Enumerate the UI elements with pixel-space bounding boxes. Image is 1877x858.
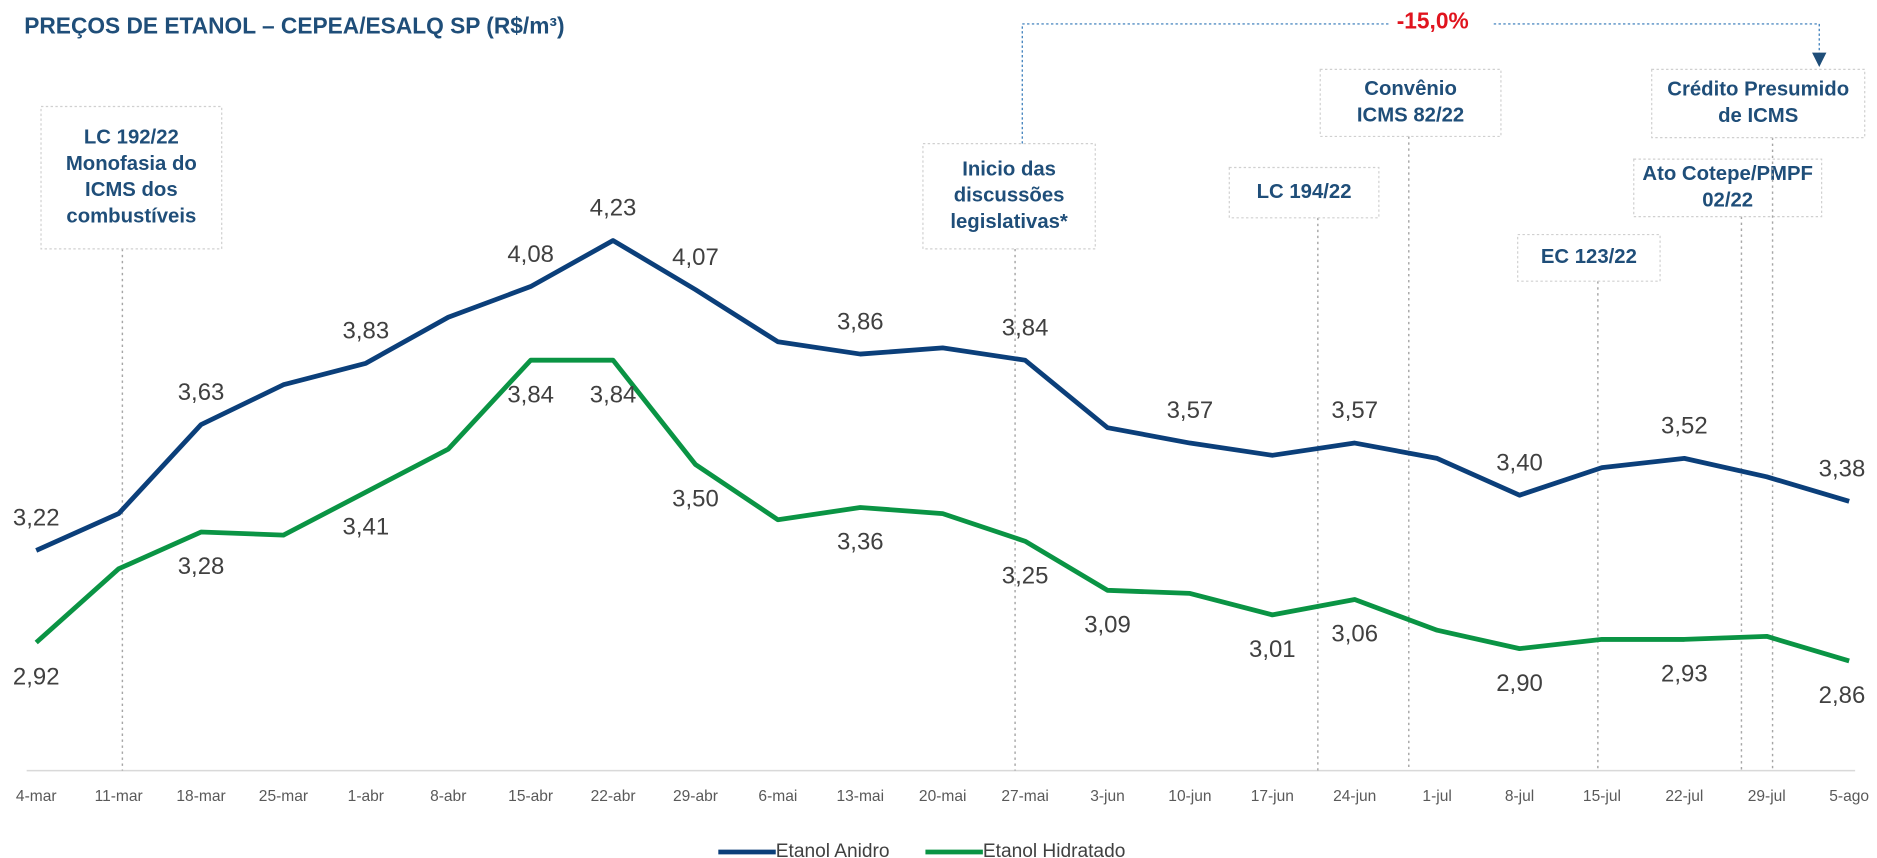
annotation-text: Convênio (1364, 78, 1457, 100)
data-label: 3,52 (1661, 413, 1708, 440)
annotation-text: combustíveis (66, 206, 196, 228)
data-label: 3,09 (1084, 612, 1131, 639)
annotation-box (1651, 68, 1866, 139)
x-tick-label: 8-jul (1505, 788, 1534, 805)
data-label: 3,84 (507, 381, 554, 408)
x-tick-label: 6-mai (758, 788, 797, 805)
annotation-text: ICMS 82/22 (1357, 104, 1464, 126)
bracket (1021, 23, 1820, 144)
data-label: 3,84 (590, 381, 637, 408)
data-label: 4,08 (507, 241, 554, 268)
x-tick-label: 11-mar (95, 788, 143, 805)
x-tick-label: 27-mai (1001, 788, 1049, 805)
annotation-text: legislativas* (950, 211, 1068, 233)
data-label: 2,90 (1496, 670, 1543, 697)
x-tick-label: 25-mar (259, 788, 308, 805)
annotation-text: de ICMS (1718, 105, 1798, 127)
annotation-text: LC 194/22 (1257, 181, 1352, 203)
data-label: 3,22 (13, 505, 60, 532)
data-label: 3,25 (1002, 562, 1049, 589)
x-tick-label: 18-mar (176, 788, 225, 805)
annotation-box (922, 143, 1096, 250)
data-label: 3,38 (1819, 456, 1866, 483)
annotation-text: Monofasia do (66, 153, 197, 175)
data-label: 4,07 (672, 244, 719, 271)
data-label: 3,06 (1331, 621, 1378, 648)
x-tick-label: 29-jul (1748, 788, 1786, 805)
x-tick-label: 13-mai (837, 788, 885, 805)
x-tick-label: 5-ago (1829, 788, 1869, 805)
data-label: 3,83 (343, 317, 390, 344)
bracket-arrow (1812, 52, 1827, 68)
legend-label: Etanol Anidro (776, 841, 890, 858)
annotation-text: Ato Cotepe/PMPF (1642, 163, 1813, 185)
annotation-box (40, 105, 223, 250)
data-label: 3,57 (1167, 397, 1214, 424)
x-tick-label: 15-abr (508, 788, 553, 805)
series-line (34, 357, 1850, 664)
annotation-text: ICMS dos (85, 179, 178, 201)
data-label: 3,86 (837, 308, 884, 335)
data-label: 3,63 (178, 379, 225, 406)
x-tick-label: 22-abr (591, 788, 636, 805)
chart-title: PREÇOS DE ETANOL – CEPEA/ESALQ SP (R$/m³… (24, 13, 564, 39)
x-tick-label: 22-jul (1665, 788, 1703, 805)
x-tick-label: 4-mar (16, 788, 57, 805)
x-tick-label: 15-jul (1583, 788, 1621, 805)
legend-label: Etanol Hidratado (983, 841, 1125, 858)
x-tick-label: 29-abr (673, 788, 718, 805)
annotation-box (1517, 233, 1661, 282)
x-tick-label: 8-abr (430, 788, 466, 805)
data-label: 3,57 (1331, 397, 1378, 424)
annotation-text: 02/22 (1702, 189, 1753, 211)
data-label: 3,40 (1496, 449, 1543, 476)
annotation-text: EC 123/22 (1541, 246, 1637, 268)
data-label: 2,92 (13, 664, 60, 691)
data-label: 2,86 (1819, 682, 1866, 709)
data-label: 3,50 (672, 486, 719, 513)
data-label: 3,28 (178, 553, 225, 580)
x-tick-label: 20-mai (919, 788, 967, 805)
x-tick-label: 1-jul (1422, 788, 1451, 805)
data-label: 2,93 (1661, 661, 1708, 688)
data-label: 4,23 (590, 195, 637, 222)
x-tick-label: 10-jun (1168, 788, 1211, 805)
x-tick-label: 17-jun (1251, 788, 1294, 805)
annotation-box (1633, 158, 1823, 218)
annotation-text: discussões (954, 185, 1065, 207)
x-tick-label: 1-abr (348, 788, 384, 805)
annotation-text: LC 192/22 (84, 127, 179, 149)
annotation-text: Crédito Presumido (1667, 79, 1849, 101)
change-label: -15,0% (1397, 8, 1469, 34)
annotation-text: Inicio das (962, 158, 1056, 180)
series-line (35, 238, 1850, 553)
data-label: 3,84 (1002, 314, 1049, 341)
data-label: 3,41 (343, 513, 390, 540)
annotation-box (1228, 166, 1380, 219)
annotation-box (1319, 68, 1502, 138)
data-label: 3,36 (837, 529, 884, 556)
x-tick-label: 3-jun (1090, 788, 1125, 805)
data-label: 3,01 (1249, 636, 1296, 663)
x-tick-label: 24-jun (1333, 788, 1376, 805)
